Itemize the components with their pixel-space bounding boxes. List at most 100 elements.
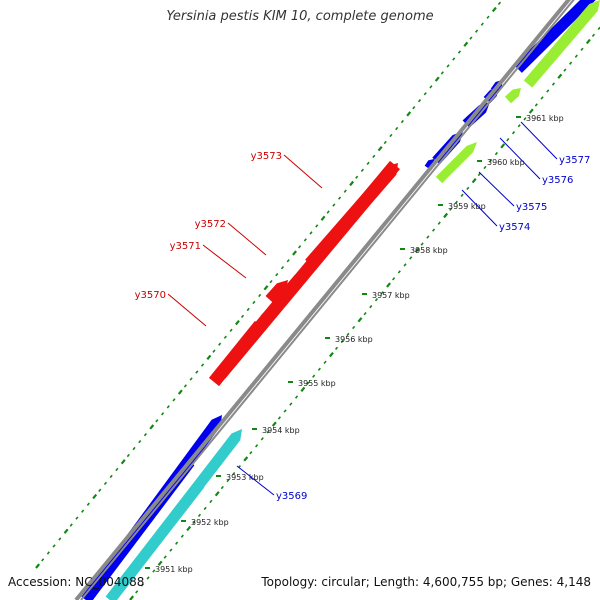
kbp-tick-label: 3954 kbp [262, 426, 300, 435]
gene-labels: y3569 y3574 y3575 y3576 y3577 y3570 y3571 y3572… [135, 121, 590, 502]
tick-dot-left [383, 140, 387, 145]
tick-dot-left [223, 335, 227, 339]
tick-dot-left [360, 168, 364, 172]
gene-y3576-leader [499, 137, 541, 180]
gene-arrow-y3571 [265, 280, 288, 305]
gene-y3572-leader [227, 222, 267, 256]
tick-dot-right [129, 595, 135, 600]
tick-dot-right [312, 374, 316, 378]
tick-dot-right [180, 534, 184, 538]
tick-dot-left [52, 544, 56, 548]
tick-dot-right [203, 506, 207, 511]
tick-dot-right [454, 200, 458, 204]
tick-dot-left [103, 481, 108, 486]
tick-dot-right [426, 235, 430, 239]
tick-dot-left [35, 563, 41, 569]
tick-dot-right [254, 444, 259, 448]
tick-dot-left [320, 215, 326, 221]
tick-dot-left [126, 453, 130, 458]
tick-dot-left [143, 432, 148, 437]
tick-dot-right [363, 311, 367, 316]
feature-arrow-green-top [523, 0, 600, 88]
tick-dot-right [260, 437, 264, 441]
tick-dot-right [523, 117, 527, 121]
tick-dot-right [557, 73, 563, 79]
tick-dot-left [412, 106, 416, 110]
tick-dot-right [494, 151, 498, 156]
tick-dot-right [489, 158, 493, 163]
tick-dot-left [172, 398, 176, 402]
tick-dot-right [414, 247, 420, 253]
tick-dot-left [280, 266, 285, 270]
feature-arrow-green-2 [504, 88, 521, 104]
tick-dot-right [380, 291, 384, 295]
tick-dot-left [486, 15, 490, 19]
tick-dot-left [189, 377, 193, 381]
tick-dot-right [152, 569, 156, 573]
tick-dot-left [303, 238, 307, 242]
gene-y3571-leader [202, 244, 247, 279]
tick-dot-right [271, 421, 277, 427]
tick-dot-left [115, 467, 119, 472]
tick-dot-left [177, 389, 183, 395]
kbp-tick-label: 3953 kbp [226, 473, 264, 482]
gene-y3570-label: y3570 [135, 290, 166, 301]
tick-dot-right [563, 68, 567, 72]
gene-arrow-y3570 [260, 313, 273, 324]
tick-dot-left [58, 537, 62, 541]
gene-y3577-leader [520, 121, 558, 160]
tick-dot-right [374, 298, 379, 302]
tick-dot-right [386, 282, 391, 288]
tick-dot-right [569, 61, 573, 65]
tick-dot-right [169, 548, 173, 552]
tick-dot-right [517, 124, 521, 128]
tick-dot-left [229, 328, 233, 332]
tick-dot-left [377, 146, 383, 152]
gene-y3577-label: y3577 [559, 155, 590, 166]
tick-dot-left [452, 57, 456, 61]
tick-dot-left [160, 412, 165, 416]
gene-y3573-leader [283, 154, 323, 189]
tick-dot-right [409, 256, 413, 260]
gene-y3576-label: y3576 [542, 175, 573, 186]
tick-dot-right [460, 193, 464, 198]
tick-dot-left [355, 175, 359, 179]
tick-dot-right [506, 138, 510, 142]
tick-dot-left [258, 293, 262, 298]
tick-dot-left [138, 439, 142, 444]
gene-arrow-y3572 [283, 271, 306, 296]
kbp-tick-label: 3960 kbp [487, 158, 525, 167]
tick-dot-right [420, 242, 424, 246]
tick-dot-rows [35, 1, 600, 600]
tick-dot-left [457, 50, 462, 54]
gene-y3572-label: y3572 [195, 219, 226, 230]
tick-dot-left [155, 419, 159, 423]
tick-dot-right [551, 82, 556, 86]
backbone-line [74, 0, 572, 600]
tick-dot-right [266, 430, 270, 434]
tick-dot-left [263, 285, 269, 291]
tick-dot-right [437, 221, 441, 225]
map-title: Yersinia pestis KIM 10, complete genome [166, 9, 434, 24]
tick-dot-right [477, 172, 481, 177]
tick-dot-right [392, 277, 396, 281]
tick-dot-left [309, 231, 313, 235]
tick-dot-left [206, 354, 212, 360]
gene-y3574-leader [461, 189, 498, 227]
tick-dot-right [540, 96, 544, 100]
tick-dot-right [226, 478, 230, 483]
tick-dot-right [340, 339, 344, 344]
tick-dot-right [192, 520, 196, 524]
tick-dot-left [195, 370, 199, 374]
tick-dot-right [277, 416, 281, 420]
tick-dot-right [175, 541, 179, 545]
tick-dot-left [132, 446, 136, 451]
tick-dot-left [315, 224, 319, 228]
feature-bar-teal [105, 480, 205, 600]
tick-dot-right [546, 89, 550, 93]
tick-dot-left [337, 196, 342, 200]
kbp-tick-label: 3956 kbp [335, 335, 373, 344]
tick-dot-left [269, 279, 273, 284]
tick-dot-left [166, 405, 170, 409]
